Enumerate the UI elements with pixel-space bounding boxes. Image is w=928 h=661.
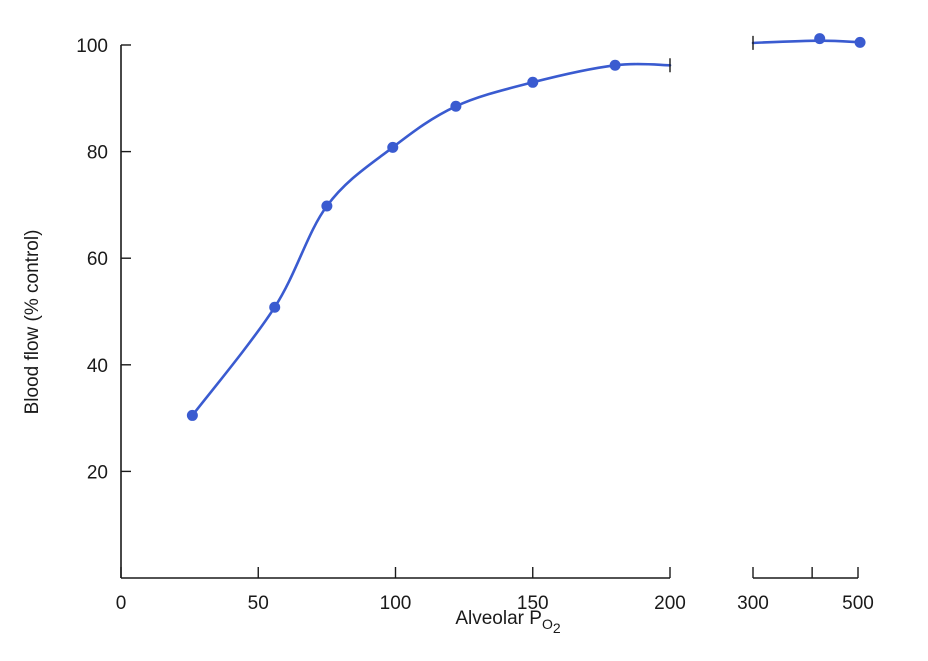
x-axis-title-sub: O	[542, 616, 553, 632]
data-point	[527, 77, 538, 88]
x-tick-label: 50	[248, 593, 269, 614]
data-point	[450, 101, 461, 112]
x-tick-label: 0	[116, 593, 127, 614]
data-point	[855, 37, 866, 48]
series-layer	[187, 33, 866, 421]
x-axis-title-main: Alveolar P	[455, 608, 542, 629]
x-tick-label: 500	[842, 593, 874, 614]
series-line	[192, 64, 670, 415]
y-axis-title: Blood flow (% control)	[22, 230, 43, 415]
y-tick-label: 80	[87, 143, 108, 164]
x-tick-label: 100	[380, 593, 412, 614]
data-point	[387, 142, 398, 153]
series-line	[753, 41, 860, 43]
y-tick-label: 60	[87, 249, 108, 270]
y-tick-label: 20	[87, 462, 108, 483]
x-tick-label: 200	[654, 593, 686, 614]
x-axis-title-subsub: 2	[553, 620, 561, 636]
y-tick-label: 40	[87, 356, 108, 377]
y-tick-label: 100	[76, 36, 108, 57]
x-tick-label: 300	[737, 593, 769, 614]
data-point	[610, 60, 621, 71]
data-point	[269, 302, 280, 313]
data-point	[814, 33, 825, 44]
data-point	[321, 200, 332, 211]
data-point	[187, 410, 198, 421]
